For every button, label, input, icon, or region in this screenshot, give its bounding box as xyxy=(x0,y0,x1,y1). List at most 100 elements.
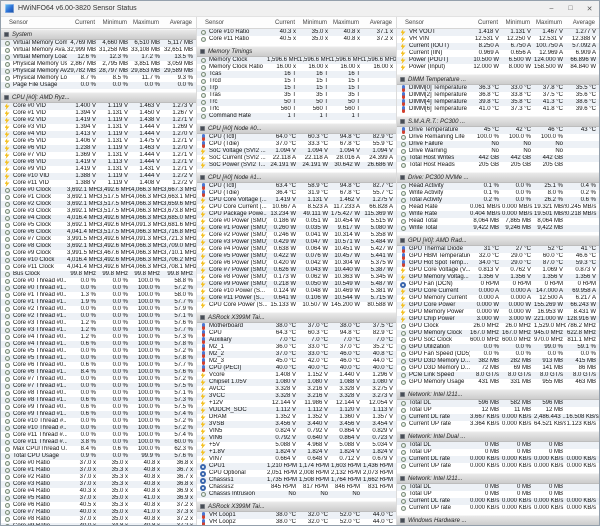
sensor-row[interactable]: CPU 64.3 °C 60.3 °C 94.8 °C 82.9 °C xyxy=(197,330,396,337)
sensor-row[interactable]: Core #4 Clock 4,016.4 MHz 3,492.6 MHz 4,066… xyxy=(1,215,196,222)
maximize-button[interactable]: □ xyxy=(568,5,573,12)
sensor-row[interactable]: Core #3 Thread #1... 1.2 % 0.0 % 100.0 % 57.… xyxy=(1,327,196,334)
column-header-current[interactable]: Current xyxy=(74,19,95,26)
sensor-row[interactable]: Core #5 Thread #1... 0.0 % 0.0 % 100.0 % 57.… xyxy=(1,355,196,362)
sensor-row[interactable]: PCIe Link Speed 8.0 GT/s 8.0 GT/s 8.0 GT/s 8… xyxy=(397,372,599,379)
sensor-row[interactable]: Total Host Writes 442 GB 442 GB 442 GB xyxy=(397,155,599,162)
sensor-row[interactable]: Motherboard 38.0 °C 37.0 °C 38.0 °C 37.5 °C xyxy=(197,323,396,330)
sensor-row[interactable]: CPU (Tctl) 64.0 °C 60.3 °C 94.8 °C 82.9 °C xyxy=(197,134,396,141)
sensor-row[interactable]: GPU Fan (DCN) 0 RPM 0 RPM 0 RPM 0 RPM xyxy=(397,281,599,288)
sensor-row[interactable]: Auxiliary 7.0 °C 7.0 °C 7.0 °C 7.0 °C xyxy=(197,337,396,344)
sensor-row[interactable]: GPU Clock 26.0 MHz 26.0 MHz 1,529.0 MHz 786.… xyxy=(397,323,599,330)
sensor-row[interactable]: Core #1 VID 1.394 V 1.131 V 1.450 V 1.267 V xyxy=(1,110,196,117)
sensor-row[interactable]: VIN5 0.824 V 0.792 V 0.864 V 0.829 V xyxy=(197,428,396,435)
sensor-row[interactable]: Core #5 Power (SMU) 0.422 W 0.076 W 10.457 … xyxy=(197,253,396,260)
sensor-row[interactable]: Current (IOUT) 8.250 A 6.750 A 100.750 A 57.… xyxy=(397,43,599,50)
sensor-row[interactable]: Core #2 Ratio 37.0 x 35.3 x 40.8 x 36.7 x xyxy=(1,474,196,481)
sensor-row[interactable]: Core #4 Thread #0... 1.2 % 0.0 % 100.0 % 57.… xyxy=(1,334,196,341)
sensor-row[interactable]: Total Host Reads 205 GB 205 GB 205 GB xyxy=(397,162,599,169)
sensor-row[interactable]: Core #9 Thread #0... 0.6 % 0.0 % 100.0 % 57.… xyxy=(1,404,196,411)
sensor-row[interactable]: GPU Memory Usage 431 MB 331 MB 955 MB 463 MB xyxy=(397,379,599,386)
sensor-row[interactable]: Core #7 Clock 3,991.5 MHz 3,492.6 MHz 4,091… xyxy=(1,236,196,243)
sensor-row[interactable]: DIMM[0] Temperature 36.3 °C 33.0 °C 37.8 °C… xyxy=(397,85,599,92)
sensor-row[interactable]: Total DL 0 MB 0 MB 0 MB xyxy=(397,484,599,491)
sensor-row[interactable]: Read Rate 0.061 MB/s 0.000 MB/s 19.321 MB/s… xyxy=(397,204,599,211)
sensor-row[interactable]: GPU Memory Current 0.000 A 0.000 A 12.500 A… xyxy=(397,295,599,302)
sensor-row[interactable]: Trp 15 T 15 T 15 T xyxy=(197,85,396,92)
sensor-row[interactable]: VIN6 0.792 V 0.640 V 0.864 V 0.723 V xyxy=(197,435,396,442)
column-header-minimum[interactable]: Minimum xyxy=(102,19,127,26)
sensor-row[interactable]: M2_2 37.0 °C 33.0 °C 46.0 °C 40.8 °C xyxy=(197,351,396,358)
sensor-row[interactable]: Core #3 Ratio 37.0 x 35.3 x 40.8 x 36.8 x xyxy=(1,481,196,488)
sensor-row[interactable]: +1.8V 1.824 V 1.824 V 1.824 V 1.824 V xyxy=(197,449,396,456)
sensor-row[interactable]: DIMM[2] Temperature 36.8 °C 33.8 °C 37.5 °C… xyxy=(397,92,599,99)
close-button[interactable]: ✕ xyxy=(586,5,593,13)
sensor-row[interactable]: GPU Core Power 0.000 W 0.000 W 155.269 W 66.… xyxy=(397,302,599,309)
sensor-row[interactable]: Core #2 Thread #0... 0.0 % 0.0 % 100.0 % 57.… xyxy=(1,306,196,313)
sensor-row[interactable]: Trcd 15 T 15 T 15 T xyxy=(197,78,396,85)
sensor-row[interactable]: Read Activity 0.1 % 0.0 % 25.1 % 0.4 % xyxy=(397,183,599,190)
sensor-row[interactable]: Virtual Memory Ava... 32,999 MB 31,258 MB 3… xyxy=(1,47,196,54)
sensor-row[interactable]: Core #9 Clock 3,991.5 MHz 3,467.6 MHz 4,066… xyxy=(1,250,196,257)
sensor-row[interactable]: GPU Core Voltage (V... 0.813 V 0.762 V 1.06… xyxy=(397,267,599,274)
sensor-row[interactable]: Core #9 Thread #1... 0.6 % 0.0 % 100.0 % 57.… xyxy=(1,411,196,418)
sensor-row[interactable]: VR Loop2 38.0 °C 32.0 °C 52.0 °C 44.0 °C xyxy=(197,519,396,525)
sensor-row[interactable]: Current DL rate 0.000 KB/s 0.000 KB/s 0.000… xyxy=(397,498,599,505)
sensor-row[interactable]: 3VSB 3.456 V 3.440 V 3.456 V 3.454 V xyxy=(197,421,396,428)
column-header-maximum[interactable]: Maximum xyxy=(332,19,359,26)
sensor-row[interactable]: Core #8 Ratio 37.0 x 35.0 x 40.8 x 37.2 x xyxy=(1,516,196,523)
sensor-row[interactable]: GPU Memory Voltag... 1.356 V 1.356 V 1.356 … xyxy=(397,274,599,281)
column-header-sensor[interactable]: Sensor xyxy=(405,19,425,26)
sensor-row[interactable]: Core #3 Thread #0... 1.2 % 0.0 % 100.0 % 57.… xyxy=(1,320,196,327)
titlebar[interactable]: HWiNFO64 v6.00-3820 Sensor Status – □ ✕ xyxy=(1,1,599,17)
sensor-row[interactable]: Core #6 Power (SMU) 0.420 W 0.042 W 10.304 … xyxy=(197,260,396,267)
sensor-row[interactable]: Core #10 Clock 4,016.4 MHz 3,492.6 MHz 4,06… xyxy=(1,257,196,264)
sensor-row[interactable]: Core #8 Clock 3,692.1 MHz 3,492.6 MHz 4,066… xyxy=(1,243,196,250)
sensor-row[interactable]: DIMM[4] Temperature 39.8 °C 35.8 °C 41.3 °C… xyxy=(397,99,599,106)
sensor-row[interactable]: GPU Memory Power 0.000 W 0.000 W 16.953 W 8.… xyxy=(397,309,599,316)
sensor-row[interactable]: GPU Utilization 0.0 % 0.0 % 99.0 % 59.1 % xyxy=(397,344,599,351)
sensor-row[interactable]: CPU (Tctl) 63.4 °C 58.9 °C 94.8 °C 82.7 °C xyxy=(197,183,396,190)
sensor-row[interactable]: Core #5 Clock 3,692.1 MHz 3,492.6 MHz 4,091… xyxy=(1,222,196,229)
sensor-row[interactable]: Drive Temperature 45 °C 42 °C 46 °C 43 °C xyxy=(397,127,599,134)
sensor-row[interactable]: Core #10 VID 1.388 V 1.119 V 1.444 V 1.272 V xyxy=(1,173,196,180)
sensor-row[interactable]: Core #3 Clock 3,692.1 MHz 3,517.5 MHz 4,066… xyxy=(1,208,196,215)
sensor-row[interactable]: Core #6 VID 1.238 V 1.119 V 1.463 V 1.270 V xyxy=(1,145,196,152)
sensor-row[interactable]: SoC Current (SVI2 ... 22.118 A 22.118 A 28.… xyxy=(197,155,396,162)
sensor-row[interactable]: CPU1 1,210 RPM 1,174 RPM 1,603 RPM 1,436 RPM xyxy=(197,463,396,470)
sensor-row[interactable]: Virtual Memory Load 12.6 % 12.3 % 17.2 % 13.… xyxy=(1,54,196,61)
sensor-row[interactable]: Write Total 9,422 MB 9,246 MB 9,422 MB xyxy=(397,225,599,232)
sensor-row[interactable]: Core #6 Thread #0... 0.6 % 0.0 % 100.0 % 57.… xyxy=(1,362,196,369)
sensor-row[interactable]: DRAM 1.352 V 1.352 V 1.360 V 1.357 V xyxy=(197,414,396,421)
sensor-row[interactable]: GPU D3D Memory D... 72 MB 69 MB 141 MB 86 MB xyxy=(397,365,599,372)
sensor-row[interactable]: Core #0 Clock 3,692.1 MHz 3,492.6 MHz 4,066… xyxy=(1,187,196,194)
sensor-row[interactable]: Total CPU Usage 0.9 % 0.0 % 99.9 % 57.6 % xyxy=(1,453,196,460)
sensor-row[interactable]: Core #4 Ratio 40.3 x 35.0 x 40.8 x 36.9 x xyxy=(1,488,196,495)
sensor-row[interactable]: Core #1 Thread #0... 1.3 % 0.0 % 100.0 % 58.… xyxy=(1,292,196,299)
sensor-row[interactable]: Total UP 12 MB 11 MB 12 MB xyxy=(397,407,599,414)
sensor-row[interactable]: CPU (PECI) 40.0 °C 40.0 °C 40.0 °C 40.0 °C xyxy=(197,365,396,372)
sensor-row[interactable]: DIMM[6] Temperature 41.0 °C 37.3 °C 41.8 °C… xyxy=(397,106,599,113)
sensor-row[interactable]: VR VOUT 1.418 V 1.131 V 1.467 V 1.277 V xyxy=(397,29,599,36)
sensor-row[interactable]: CPU Core Current (... 10.667 A 8.523 A 117.… xyxy=(197,204,396,211)
sensor-row[interactable]: Trfc 560 T 560 T 560 T xyxy=(197,106,396,113)
sensor-row[interactable]: Core #4 VID 1.413 V 1.119 V 1.444 V 1.270 V xyxy=(1,131,196,138)
sensor-row[interactable]: Core #3 VID 1.394 V 1.131 V 1.444 V 1.269 V xyxy=(1,124,196,131)
sensor-row[interactable]: VR VIN 12.531 V 12.250 V 12.531 V 12.388 V xyxy=(397,36,599,43)
sensor-row[interactable]: Core #7 Thread #1... 0.0 % 0.0 % 100.0 % 57.… xyxy=(1,383,196,390)
sensor-row[interactable]: Core #2 Thread #1... 0.0 % 0.0 % 100.0 % 57.… xyxy=(1,313,196,320)
sensor-row[interactable]: 3VCC 3.328 V 3.216 V 3.328 V 3.273 V xyxy=(197,393,396,400)
sensor-row[interactable]: Total Activity 0.2 % 0.0 % 26.2 % 0.6 % xyxy=(397,197,599,204)
sensor-row[interactable]: Core #10 Thread #... 0.0 % 0.0 % 100.0 % 57.… xyxy=(1,425,196,432)
sensor-row[interactable]: Core #6 Thread #1... 8.4 % 0.0 % 100.0 % 57.… xyxy=(1,369,196,376)
sensor-row[interactable]: Core #7 Ratio 40.0 x 35.0 x 41.0 x 37.3 x xyxy=(1,509,196,516)
sensor-row[interactable]: Core #11 Power (S... 0.641 W 0.106 W 10.544… xyxy=(197,295,396,302)
sensor-row[interactable]: VIN7 0.664 V 0.648 V 0.712 V 0.679 V xyxy=(197,456,396,463)
column-header-minimum[interactable]: Minimum xyxy=(302,19,327,26)
sensor-row[interactable]: GPU SoC Clock 600.0 MHz 600.0 MHz 970.0 MHz… xyxy=(397,337,599,344)
sensor-row[interactable]: Max CPU/Thread U... 8.4 % 0.6 % 100.0 % 62.3… xyxy=(1,446,196,453)
